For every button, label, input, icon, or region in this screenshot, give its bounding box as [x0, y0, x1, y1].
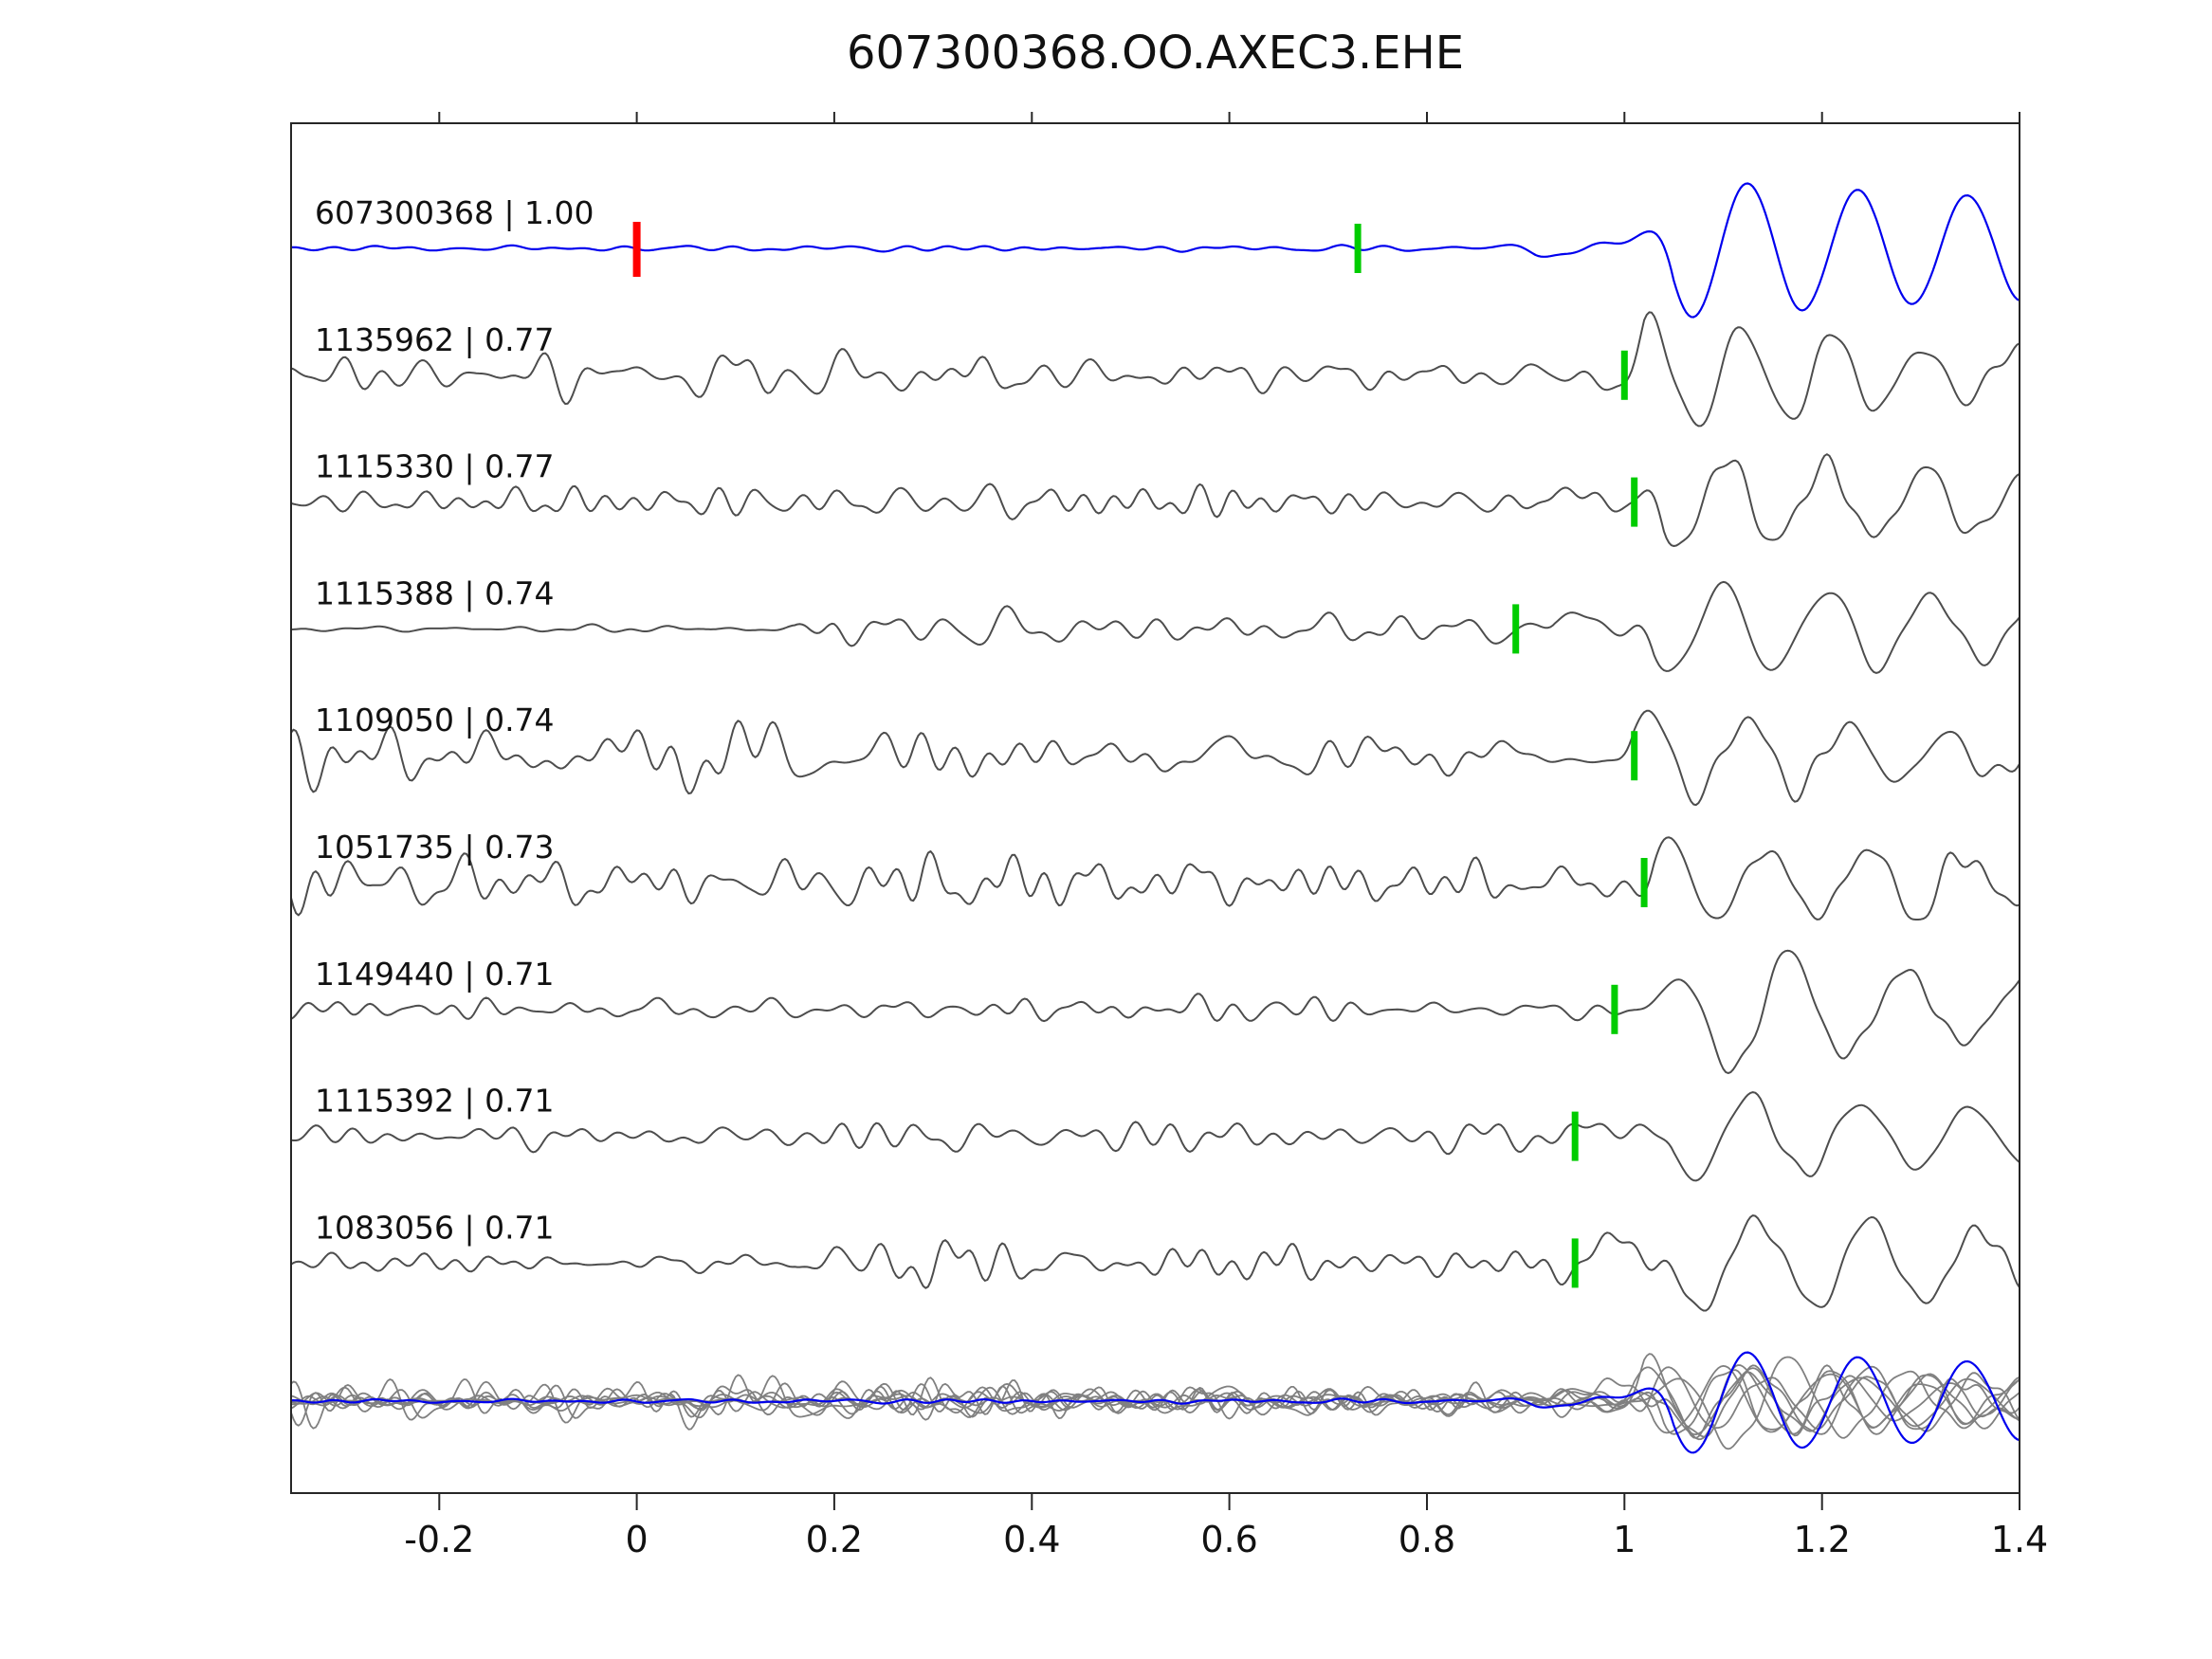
match-waveform	[291, 709, 2020, 807]
match-waveform	[291, 311, 2020, 428]
match-waveform	[291, 580, 2020, 674]
overlay-template-waveform	[291, 1351, 2020, 1454]
chart-title: 607300368.OO.AXEC3.EHE	[846, 27, 1465, 80]
x-tick-label: 0.4	[1003, 1519, 1060, 1560]
trace-label: 607300368 | 1.00	[315, 194, 594, 231]
x-tick-label: 0	[626, 1519, 649, 1560]
match-waveform	[291, 949, 2020, 1074]
pick-marker	[1571, 1111, 1579, 1161]
x-tick-label: 1	[1613, 1519, 1636, 1560]
x-tick-label: 0.8	[1398, 1519, 1455, 1560]
match-waveform	[291, 1214, 2020, 1312]
x-tick-label: 1.2	[1793, 1519, 1850, 1560]
x-tick-label: 0.2	[806, 1519, 863, 1560]
match-waveform	[291, 453, 2020, 547]
origin-marker	[632, 222, 641, 277]
trace-label: 1115330 | 0.77	[315, 448, 555, 485]
trace-label: 1115392 | 0.71	[315, 1083, 555, 1120]
trace-area	[291, 182, 2020, 1454]
trace-label: 1051735 | 0.73	[315, 829, 555, 866]
pick-marker	[1631, 731, 1638, 781]
match-waveform	[291, 836, 2020, 921]
trace-label: 1115388 | 0.74	[315, 574, 555, 611]
x-tick-label: 1.4	[1991, 1519, 2048, 1560]
pick-marker	[1631, 477, 1638, 527]
trace-label: 1135962 | 0.77	[315, 321, 555, 358]
trace-label: 1109050 | 0.74	[315, 702, 555, 738]
pick-marker	[1620, 350, 1628, 400]
pick-marker	[1571, 1238, 1579, 1288]
plot-border	[290, 122, 2020, 1494]
x-tick-label: 0.6	[1200, 1519, 1257, 1560]
pick-marker	[1354, 224, 1362, 273]
overlay-match-waveform	[291, 1367, 2020, 1435]
trace-label: 1149440 | 0.71	[315, 956, 555, 993]
trace-label: 1083056 | 0.71	[315, 1209, 555, 1246]
match-waveform	[291, 1091, 2020, 1182]
pick-marker	[1611, 984, 1618, 1034]
pick-marker	[1512, 604, 1520, 654]
overlay-match-waveform	[291, 1366, 2020, 1431]
pick-marker	[1640, 858, 1648, 907]
overlay-match-waveform	[291, 1356, 2020, 1450]
x-tick-label: -0.2	[404, 1519, 474, 1560]
template-waveform	[291, 182, 2020, 319]
